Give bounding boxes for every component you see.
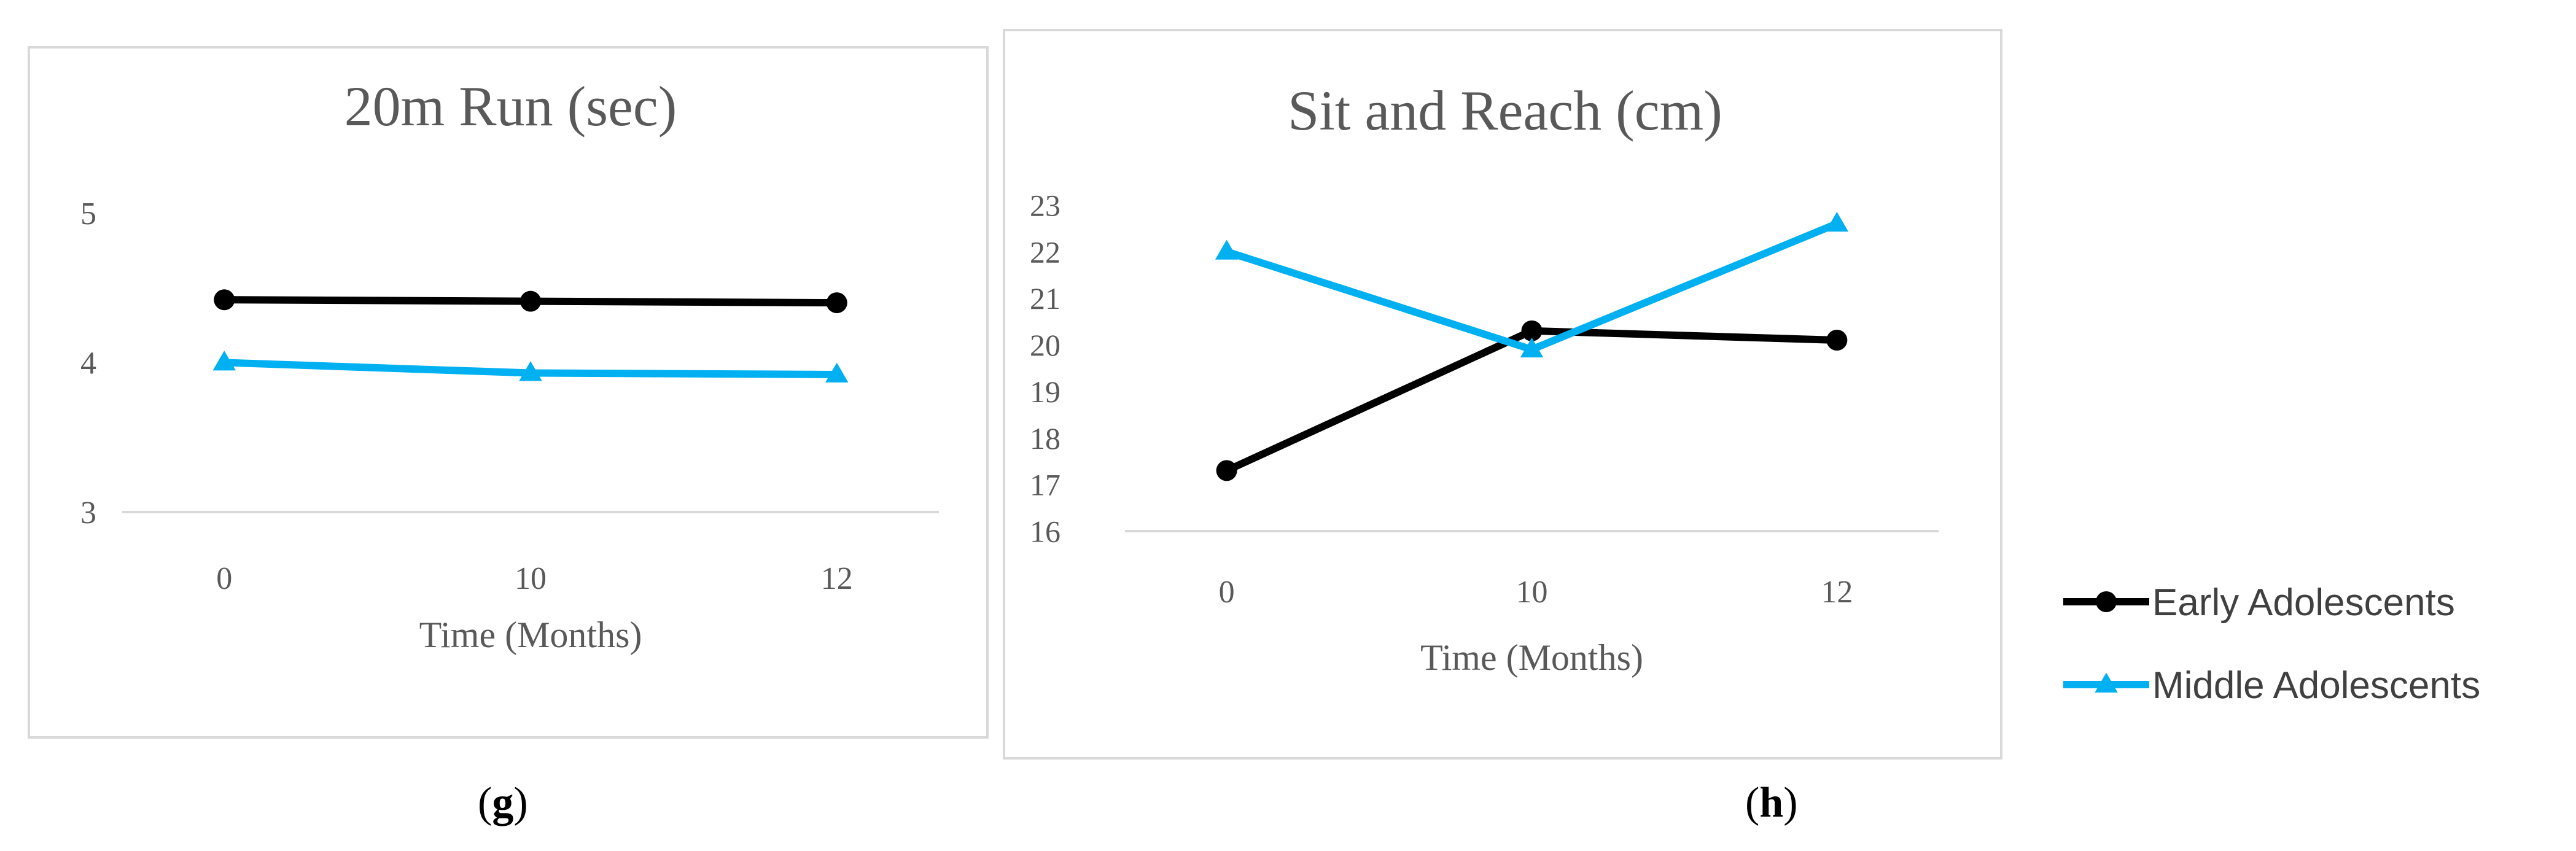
sit-and-reach-cm-series-early-adolescents-point-10 bbox=[1521, 320, 1543, 341]
20m-run-sec-series-early-adolescents-point-0 bbox=[214, 289, 235, 311]
sit-and-reach-cm-series-early-adolescents-point-0 bbox=[1216, 460, 1237, 481]
sit-and-reach-cm-ytick-21: 21 bbox=[1030, 281, 1060, 316]
sit-and-reach-cm-series-middle-adolescents-point-0 bbox=[1215, 239, 1239, 260]
sit-and-reach-cm-title: Sit and Reach (cm) bbox=[1288, 79, 1722, 142]
20m-run-sec-ytick-3: 3 bbox=[80, 495, 96, 530]
chart-sit-and-reach-svg: Sit and Reach (cm) 16 17 18 19 20 21 22 23 0 10 12 T… bbox=[1030, 79, 1939, 678]
20m-run-sec-xtick-10: 10 bbox=[515, 561, 547, 596]
chart-panel-20m-run: 20m Run (sec) 3 4 5 0 10 12 Time (Months) bbox=[28, 46, 989, 739]
sit-and-reach-cm-ytick-18: 18 bbox=[1030, 421, 1060, 456]
20m-run-sec-xtick-0: 0 bbox=[216, 561, 232, 596]
sit-and-reach-cm-xtick-12: 12 bbox=[1821, 575, 1853, 610]
caption-g: (g) bbox=[478, 779, 528, 826]
20m-run-sec-series-middle-adolescents-point-12 bbox=[825, 362, 849, 383]
sit-and-reach-cm-ytick-22: 22 bbox=[1030, 235, 1060, 269]
20m-run-sec-series-early-adolescents-point-10 bbox=[520, 290, 541, 312]
sit-and-reach-cm-ytick-16: 16 bbox=[1030, 515, 1060, 549]
caption-h: (h) bbox=[1745, 779, 1798, 826]
sit-and-reach-cm-xtick-0: 0 bbox=[1219, 575, 1235, 610]
sit-and-reach-cm-xtick-10: 10 bbox=[1516, 575, 1548, 610]
sit-and-reach-cm-ytick-23: 23 bbox=[1030, 188, 1060, 223]
20m-run-sec-xtick-12: 12 bbox=[821, 561, 853, 596]
sit-and-reach-cm-ytick-20: 20 bbox=[1030, 328, 1060, 362]
20m-run-sec-ytick-5: 5 bbox=[80, 196, 96, 231]
chart-panel-sit-and-reach: Sit and Reach (cm) 16 17 18 19 20 21 22 23 0 10 12 T… bbox=[1003, 29, 2002, 760]
sit-and-reach-cm-ytick-17: 17 bbox=[1030, 468, 1060, 502]
20m-run-sec-series-early-adolescents-point-12 bbox=[826, 292, 847, 314]
sit-and-reach-cm-series-middle-adolescents-point-12 bbox=[1825, 211, 1849, 232]
chart-20m-run-svg: 20m Run (sec) 3 4 5 0 10 12 Time (Months) bbox=[80, 75, 939, 655]
legend-marker-early-adolescents bbox=[2096, 591, 2117, 612]
20m-run-sec-ytick-4: 4 bbox=[80, 346, 96, 381]
sit-and-reach-cm-x-axis-label: Time (Months) bbox=[1420, 637, 1643, 678]
20m-run-sec-x-axis-label: Time (Months) bbox=[419, 615, 642, 655]
legend-label-middle-adolescents: Middle Adolescents bbox=[2152, 664, 2480, 707]
20m-run-sec-series-middle-adolescents-point-10 bbox=[519, 361, 542, 381]
sit-and-reach-cm-series-early-adolescents-point-12 bbox=[1826, 329, 1848, 351]
20m-run-sec-series-middle-adolescents-point-0 bbox=[212, 351, 236, 371]
chart-legend: Early Adolescents Middle Adolescents bbox=[2063, 581, 2480, 707]
legend-marker-middle-adolescents bbox=[2095, 672, 2118, 693]
sit-and-reach-cm-series-middle-adolescents-point-10 bbox=[1520, 337, 1544, 358]
sit-and-reach-cm-ytick-19: 19 bbox=[1030, 375, 1060, 409]
20m-run-sec-title: 20m Run (sec) bbox=[344, 75, 677, 138]
legend-label-early-adolescents: Early Adolescents bbox=[2152, 581, 2455, 624]
